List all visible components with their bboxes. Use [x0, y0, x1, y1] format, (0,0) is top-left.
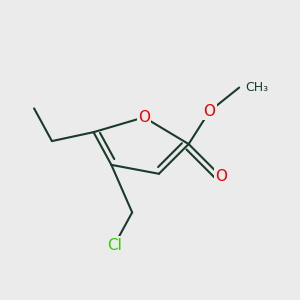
- Text: O: O: [215, 169, 227, 184]
- Text: O: O: [203, 104, 215, 119]
- Text: CH₃: CH₃: [245, 81, 268, 94]
- Text: Cl: Cl: [107, 238, 122, 253]
- Text: O: O: [138, 110, 150, 125]
